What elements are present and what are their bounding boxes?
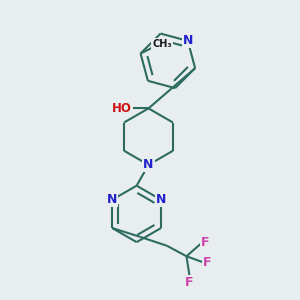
Text: F: F bbox=[185, 276, 194, 289]
Text: N: N bbox=[143, 158, 154, 171]
Text: N: N bbox=[183, 34, 193, 47]
Text: HO: HO bbox=[112, 102, 132, 115]
Text: CH₃: CH₃ bbox=[152, 39, 172, 49]
Text: F: F bbox=[201, 236, 209, 249]
Text: N: N bbox=[156, 193, 166, 206]
Text: F: F bbox=[203, 256, 212, 269]
Text: N: N bbox=[107, 193, 117, 206]
